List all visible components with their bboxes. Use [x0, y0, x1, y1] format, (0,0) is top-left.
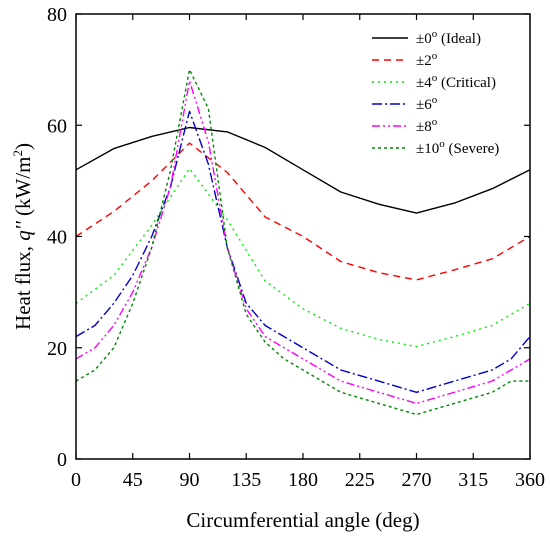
legend-entry-1: ±2o [416, 50, 438, 69]
x-tick-label: 90 [180, 469, 200, 491]
plot-area [75, 68, 531, 416]
legend-entry-3: ±6o [416, 94, 438, 113]
x-tick-label: 45 [123, 469, 143, 491]
series-line-0 [75, 126, 531, 214]
legend-entry-2: ±4o (Critical) [416, 72, 496, 91]
x-tick-label: 0 [71, 469, 81, 491]
series-line-4 [75, 80, 531, 405]
y-axis-label: Heat flux, q'' (kW/m2) [10, 143, 35, 330]
y-tick-label: 60 [47, 115, 67, 137]
series-line-3 [75, 110, 531, 393]
x-tick-label: 225 [345, 469, 375, 491]
y-tick-label: 80 [47, 4, 67, 26]
series-line-2 [75, 167, 531, 348]
legend-entry-5: ±10o (Severe) [416, 138, 499, 157]
y-tick-label: 20 [47, 338, 67, 360]
x-tick-label: 180 [288, 469, 318, 491]
legend-entry-4: ±8o [416, 116, 438, 135]
x-tick-label: 315 [458, 469, 488, 491]
legend: ±0o (Ideal) ±2o ±4o (Critical) ±6o ±8o ±10o (… [372, 28, 499, 157]
x-axis-label: Circumferential angle (deg) [186, 508, 419, 532]
x-axis: 0 45 90 135 180 225 270 315 360 [71, 14, 545, 491]
legend-entry-0: ±0o (Ideal) [416, 28, 481, 47]
y-tick-label: 0 [57, 449, 67, 471]
x-tick-label: 360 [515, 469, 545, 491]
y-axis: 0 20 40 60 80 [47, 4, 530, 471]
x-tick-label: 135 [231, 469, 261, 491]
series-line-5 [75, 68, 530, 416]
x-tick-label: 270 [402, 469, 432, 491]
y-tick-label: 40 [47, 227, 67, 249]
series-line-1 [75, 142, 531, 281]
